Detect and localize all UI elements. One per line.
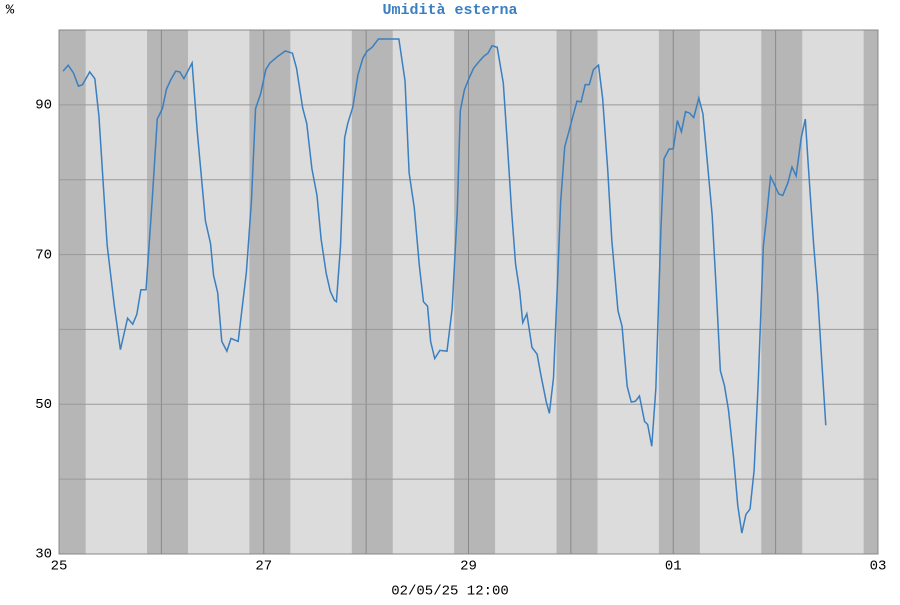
night-band <box>351 30 393 554</box>
y-tick-label: 30 <box>35 547 52 563</box>
y-tick-label: 90 <box>35 98 52 114</box>
y-tick-label: 70 <box>35 247 52 263</box>
y-tick-label: 50 <box>35 397 52 413</box>
night-band <box>249 30 291 554</box>
data-line <box>62 38 827 534</box>
y-axis-label: % <box>6 3 15 19</box>
night-band <box>863 30 878 554</box>
night-band <box>556 30 598 554</box>
chart-title: Umidità esterna <box>382 2 517 19</box>
x-tick-label: 03 <box>870 559 887 575</box>
x-tick-label: 25 <box>51 559 68 575</box>
night-band <box>454 30 496 554</box>
night-band <box>59 30 86 554</box>
x-tick-label: 29 <box>460 559 477 575</box>
night-band <box>761 30 803 554</box>
plot-border <box>58 29 879 555</box>
night-band <box>658 30 700 554</box>
x-axis-label: 02/05/25 12:00 <box>391 584 509 600</box>
x-tick-label: 27 <box>255 559 272 575</box>
x-tick-label: 01 <box>665 559 682 575</box>
night-band <box>147 30 188 554</box>
